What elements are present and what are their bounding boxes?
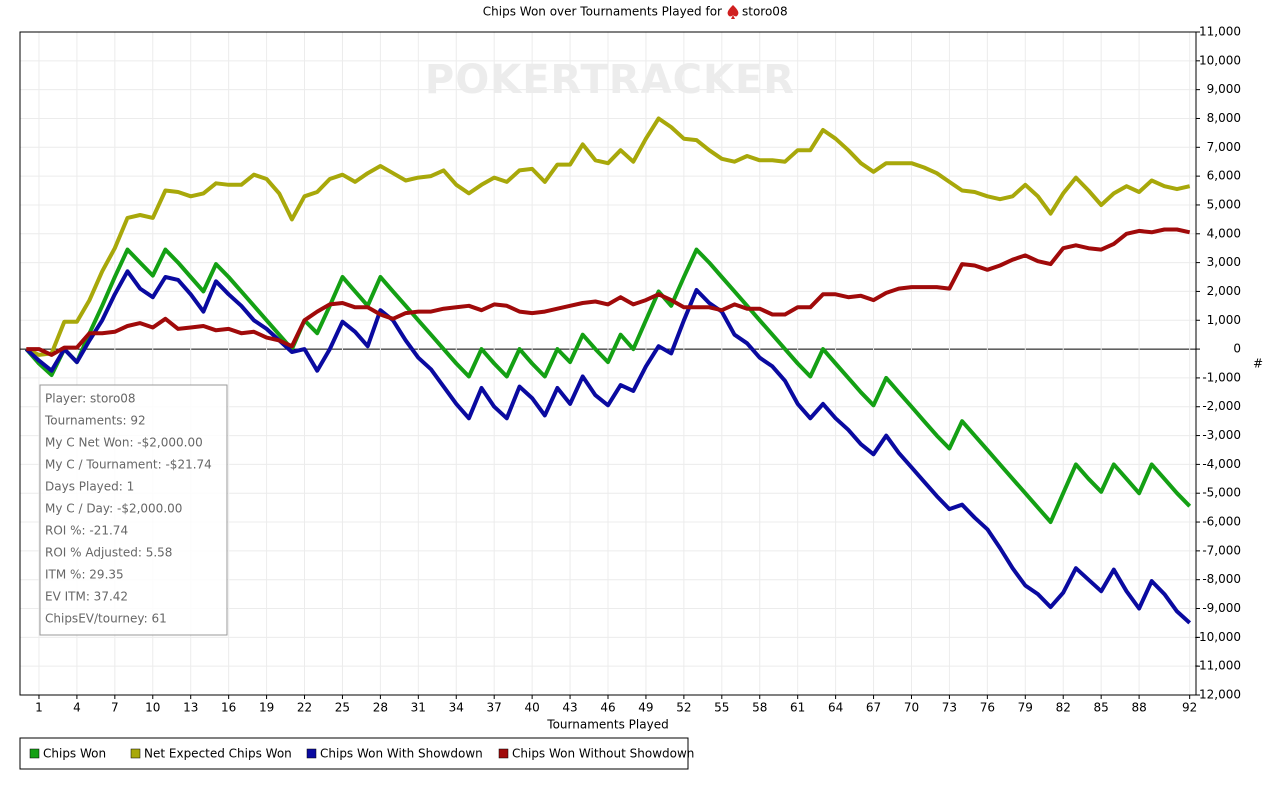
x-tick-label: 61 xyxy=(790,701,805,715)
legend-label: Chips Won Without Showdown xyxy=(512,747,694,761)
x-tick-label: 25 xyxy=(335,701,350,715)
legend-label: Chips Won xyxy=(43,747,106,761)
y-tick-label: -8,000 xyxy=(1202,572,1241,586)
x-tick-label: 85 xyxy=(1094,701,1109,715)
x-tick-label: 67 xyxy=(866,701,881,715)
x-tick-label: 64 xyxy=(828,701,843,715)
series-line xyxy=(24,247,1192,524)
y-axis-label: # xyxy=(1253,357,1263,371)
stats-line: My C / Day: -$2,000.00 xyxy=(45,502,182,516)
y-tick-label: 3,000 xyxy=(1207,255,1241,269)
stats-line: Player: storo08 xyxy=(45,392,136,406)
x-tick-label: 43 xyxy=(562,701,577,715)
stats-line: EV ITM: 37.42 xyxy=(45,590,128,604)
legend-swatch xyxy=(29,748,40,759)
stats-line: Tournaments: 92 xyxy=(44,414,146,428)
x-tick-label: 52 xyxy=(676,701,691,715)
y-tick-label: -7,000 xyxy=(1202,543,1241,557)
y-tick-label: 11,000 xyxy=(1199,25,1241,39)
stats-line: ROI %: -21.74 xyxy=(45,524,128,538)
x-tick-label: 88 xyxy=(1131,701,1146,715)
y-tick-label: -12,000 xyxy=(1195,688,1241,702)
x-tick-label: 1 xyxy=(35,701,43,715)
stats-line: ROI % Adjusted: 5.58 xyxy=(45,546,172,560)
y-tick-label: 0 xyxy=(1233,342,1241,356)
x-tick-label: 58 xyxy=(752,701,767,715)
x-tick-label: 28 xyxy=(373,701,388,715)
lines xyxy=(24,116,1192,625)
x-tick-label: 37 xyxy=(487,701,502,715)
x-tick-label: 10 xyxy=(145,701,160,715)
series-line xyxy=(24,269,1192,625)
x-tick-label: 16 xyxy=(221,701,236,715)
x-tick-label: 82 xyxy=(1056,701,1071,715)
stats: Player: storo08 Tournaments: 92 My C Net W… xyxy=(44,392,212,626)
y-tick-label: -1,000 xyxy=(1202,370,1241,384)
x-tick-label: 19 xyxy=(259,701,274,715)
y-tick-label: 2,000 xyxy=(1207,284,1241,298)
y-tick-label: 10,000 xyxy=(1199,53,1241,67)
y-tick-label: -4,000 xyxy=(1202,457,1241,471)
x-tick-label: 4 xyxy=(73,701,81,715)
y-tick-label: 5,000 xyxy=(1207,197,1241,211)
y-tick-label: -9,000 xyxy=(1202,601,1241,615)
y-tick-label: -6,000 xyxy=(1202,515,1241,529)
x-tick-label: 76 xyxy=(980,701,995,715)
x-tick-label: 55 xyxy=(714,701,729,715)
watermark: POKERTRACKER xyxy=(425,57,795,103)
spade-icon xyxy=(727,5,739,19)
y-tick-label: 6,000 xyxy=(1207,169,1241,183)
y-tick-label: -10,000 xyxy=(1195,630,1241,644)
stats-line: ChipsEV/tourney: 61 xyxy=(45,612,167,626)
x-tick-label: 34 xyxy=(449,701,464,715)
stats-line: My C Net Won: -$2,000.00 xyxy=(45,436,203,450)
x-tick-label: 92 xyxy=(1182,701,1197,715)
x-tick-label: 13 xyxy=(183,701,198,715)
x-tick-label: 46 xyxy=(600,701,615,715)
stats-line: Days Played: 1 xyxy=(45,480,134,494)
stats-line: ITM %: 29.35 xyxy=(45,568,124,582)
x-tick-label: 73 xyxy=(942,701,957,715)
x-tick-label: 70 xyxy=(904,701,919,715)
y-tick-label: 9,000 xyxy=(1207,82,1241,96)
legend-items: Chips Won Net Expected Chips Won Chips Won… xyxy=(29,747,694,761)
series-line xyxy=(25,116,1191,357)
y-tick-label: -11,000 xyxy=(1195,659,1241,673)
y-tick-label: 1,000 xyxy=(1207,313,1241,327)
y-tick-label: -2,000 xyxy=(1202,399,1241,413)
chart-title: Chips Won over Tournaments Played for xyxy=(483,5,722,19)
legend-swatch xyxy=(498,748,509,759)
stats-box xyxy=(39,384,228,636)
x-tick-label: 40 xyxy=(524,701,539,715)
legend-swatch xyxy=(306,748,317,759)
x-tick-label: 22 xyxy=(297,701,312,715)
series-line xyxy=(26,227,1191,357)
y-tick-label: 4,000 xyxy=(1207,226,1241,240)
x-tick-label: 49 xyxy=(638,701,653,715)
legend-label: Chips Won With Showdown xyxy=(320,747,483,761)
y-tick-label: 8,000 xyxy=(1207,111,1241,125)
player-name: storo08 xyxy=(742,5,788,19)
stats-line: My C / Tournament: -$21.74 xyxy=(45,458,212,472)
x-tick-label: 7 xyxy=(111,701,119,715)
y-tick-label: -5,000 xyxy=(1202,486,1241,500)
legend-swatch xyxy=(130,748,141,759)
x-tick-label: 79 xyxy=(1018,701,1033,715)
legend-label: Net Expected Chips Won xyxy=(144,747,292,761)
x-axis-label: Tournaments Played xyxy=(546,718,668,732)
y-tick-label: 7,000 xyxy=(1207,140,1241,154)
x-tick-label: 31 xyxy=(411,701,426,715)
y-tick-label: -3,000 xyxy=(1202,428,1241,442)
